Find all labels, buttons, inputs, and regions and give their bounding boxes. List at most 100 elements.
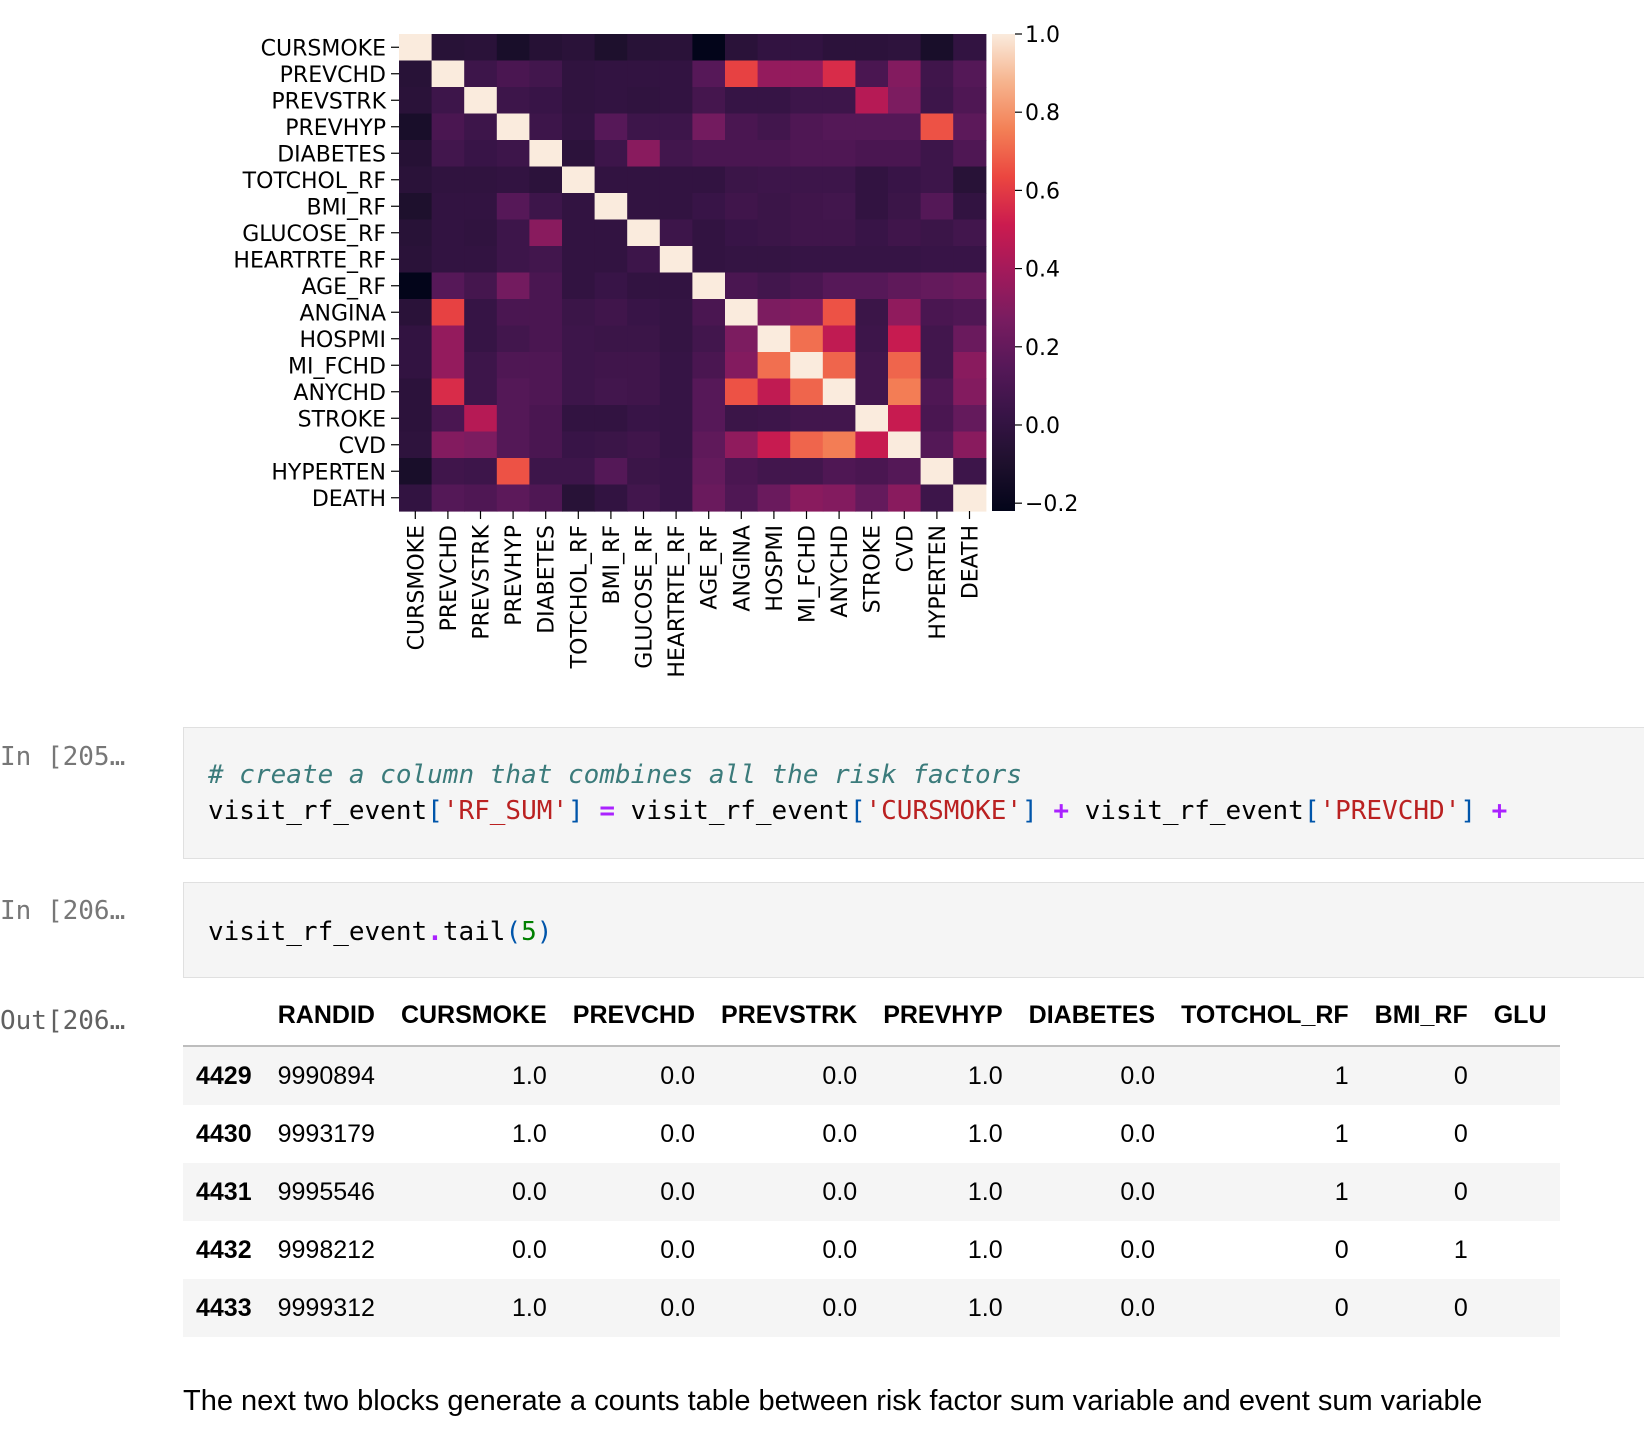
heatmap-cell (920, 431, 954, 459)
heatmap-cell (464, 458, 498, 486)
heatmap-cell (594, 272, 628, 300)
heatmap-cell (822, 352, 856, 380)
heatmap-cell (757, 378, 791, 406)
heatmap-cell (399, 299, 433, 327)
heatmap-cell (790, 34, 824, 62)
table-cell (1481, 1105, 1560, 1163)
x-tick-label: GLUCOSE_RF (633, 525, 658, 669)
heatmap-cell (855, 378, 889, 406)
heatmap-cell (627, 166, 661, 194)
heatmap-cell (790, 484, 824, 512)
heatmap-cell (464, 219, 498, 247)
table-cell: 9998212 (277, 1235, 375, 1264)
heatmap-cell (529, 113, 563, 141)
heatmap-cell (399, 431, 433, 459)
code-line: # create a column that combines all the … (208, 760, 1022, 790)
heatmap-cell (855, 325, 889, 353)
y-tick-label: BMI_RF (306, 195, 386, 220)
heatmap-cell (725, 405, 759, 433)
table-cell: 0 (1334, 1235, 1349, 1264)
code-cell-205[interactable]: # create a column that combines all the … (183, 727, 1644, 859)
heatmap-cell (822, 405, 856, 433)
colorbar-tick-label: 0.2 (1025, 336, 1060, 361)
x-tick-label: DIABETES (535, 525, 560, 634)
column-header: PREVHYP (870, 985, 1016, 1047)
heatmap-cell (725, 60, 759, 88)
code-token (584, 796, 600, 826)
heatmap-cell (627, 405, 661, 433)
table-cell: 0.0 (660, 1293, 696, 1322)
heatmap-cell (496, 246, 530, 274)
table-cell: 0 (1334, 1293, 1349, 1322)
heatmap-cell (790, 140, 824, 168)
colorbar-tick-label: 0.8 (1025, 101, 1060, 126)
heatmap-cell (399, 193, 433, 221)
output-prompt-206: Out[206… (0, 1006, 126, 1036)
code-line: visit_rf_event.tail(5) (208, 917, 552, 947)
heatmap-cell (659, 246, 693, 274)
heatmap-cell (888, 405, 922, 433)
heatmap-cell (529, 34, 563, 62)
heatmap-cell (594, 193, 628, 221)
heatmap-cell (920, 140, 954, 168)
heatmap-cell (855, 34, 889, 62)
heatmap-cell (953, 405, 987, 433)
heatmap-cell (562, 484, 596, 512)
heatmap-cell (725, 431, 759, 459)
heatmap-cell (725, 378, 759, 406)
table-cell: 0 (1453, 1293, 1468, 1322)
heatmap-cell (692, 60, 726, 88)
heatmap-cell (562, 60, 596, 88)
heatmap-cell (464, 484, 498, 512)
y-tick-label: HEARTRTE_RF (233, 248, 386, 273)
heatmap-cell (464, 113, 498, 141)
heatmap-cell (399, 140, 433, 168)
heatmap-cell (692, 113, 726, 141)
heatmap-cell (920, 325, 954, 353)
code-token: + (1053, 796, 1069, 826)
heatmap-cell (496, 484, 530, 512)
code-token: # create a column that combines all the … (208, 760, 1022, 790)
heatmap-cell (529, 299, 563, 327)
heatmap-cell (953, 140, 987, 168)
heatmap-cell (725, 484, 759, 512)
heatmap-cell (431, 113, 465, 141)
heatmap-cell (431, 193, 465, 221)
heatmap-cell (431, 272, 465, 300)
y-tick-label: DIABETES (277, 142, 386, 167)
heatmap-cell (953, 458, 987, 486)
heatmap-cell (725, 34, 759, 62)
heatmap-cell (464, 166, 498, 194)
heatmap-cell (855, 405, 889, 433)
heatmap-cell (627, 431, 661, 459)
heatmap-cell (464, 378, 498, 406)
y-tick-label: ANYCHD (293, 381, 386, 406)
code-token: ] (1022, 796, 1038, 826)
code-cell-206[interactable]: visit_rf_event.tail(5) (183, 882, 1644, 978)
heatmap-cell (855, 166, 889, 194)
heatmap-cell (757, 352, 791, 380)
correlation-heatmap: CURSMOKEPREVCHDPREVSTRKPREVHYPDIABETESTO… (233, 23, 1078, 678)
heatmap-cell (757, 431, 791, 459)
table-cell: 0.0 (1120, 1119, 1156, 1148)
heatmap-cell (562, 34, 596, 62)
heatmap-cell (562, 166, 596, 194)
colorbar-tick-label: −0.2 (1025, 492, 1078, 517)
heatmap-cell (594, 405, 628, 433)
heatmap-cell (399, 405, 433, 433)
heatmap-cell (790, 113, 824, 141)
heatmap-cell (659, 458, 693, 486)
heatmap-cell (431, 60, 465, 88)
heatmap-cell (888, 113, 922, 141)
table-row: 4432 9998212 0.0 0.0 0.0 1.0 0.0 0 1 (183, 1221, 1560, 1279)
heatmap-cell (431, 87, 465, 115)
heatmap-cell (888, 166, 922, 194)
table-cell (1481, 1279, 1560, 1337)
heatmap-cell (431, 34, 465, 62)
heatmap-cell (529, 484, 563, 512)
colorbar-tick-label: 1.0 (1025, 23, 1060, 48)
column-header: GLU (1480, 985, 1560, 1047)
x-tick-label: CURSMOKE (404, 525, 429, 650)
table-cell: 9993179 (277, 1119, 375, 1148)
heatmap-cell (953, 246, 987, 274)
